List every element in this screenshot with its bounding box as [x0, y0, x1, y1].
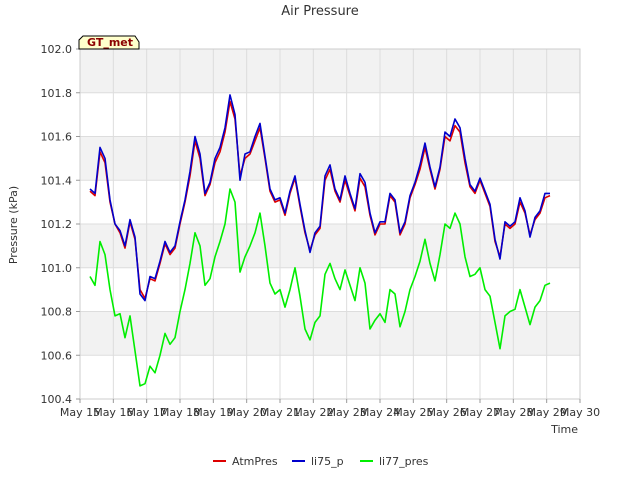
y-tick-label: 101.6 — [41, 131, 73, 144]
y-tick-label: 101.2 — [41, 218, 73, 231]
y-tick-label: 102.0 — [41, 43, 73, 56]
y-tick-label: 100.8 — [41, 306, 73, 319]
y-tick-label: 101.4 — [41, 174, 73, 187]
x-tick-label: May 19 — [193, 406, 233, 419]
legend-label-li77_pres: li77_pres — [379, 455, 429, 468]
plot-band — [80, 136, 580, 181]
y-tick-label: 101.0 — [41, 262, 73, 275]
y-tick-label: 100.6 — [41, 349, 73, 362]
x-tick-label: May 17 — [127, 406, 167, 419]
chart-title: Air Pressure — [281, 4, 359, 19]
series-line-li77_pres — [89, 188, 551, 387]
x-tick-label: May 29 — [527, 406, 567, 419]
y-tick-label: 101.8 — [41, 87, 73, 100]
plot-band — [80, 224, 580, 268]
badge-label: GT_met — [87, 36, 133, 49]
x-tick-label: May 25 — [393, 406, 433, 419]
x-tick-label: May 16 — [93, 406, 133, 419]
legend: AtmPres li75_p li77_pres — [213, 455, 429, 468]
x-tick-label: May 30 — [560, 406, 600, 419]
station-badge: GT_met — [78, 35, 140, 50]
x-tick-label: May 21 — [260, 406, 300, 419]
y-axis-ticks: 100.4 100.6 100.8 101.0 101.2 101.4 101.6 101.8… — [41, 43, 80, 406]
series-line-AtmPres — [89, 100, 551, 300]
x-tick-label: May 23 — [327, 406, 367, 419]
x-tick-label: May 26 — [427, 406, 467, 419]
x-tick-label: May 28 — [493, 406, 533, 419]
legend-label-li75_p: li75_p — [311, 455, 344, 468]
x-tick-label: May 18 — [160, 406, 200, 419]
x-tick-label: May 27 — [460, 406, 500, 419]
x-tick-label: May 24 — [360, 406, 400, 419]
series-lines — [89, 94, 551, 387]
x-tick-label: May 22 — [293, 406, 333, 419]
x-tick-label: May 15 — [60, 406, 100, 419]
badge-shape — [78, 35, 140, 50]
y-tick-label: 100.4 — [41, 393, 73, 406]
y-axis-label: Pressure (kPa) — [7, 186, 20, 264]
series-line-li75_p — [89, 94, 550, 302]
x-axis-label: Time — [550, 423, 578, 436]
plot-band — [80, 49, 580, 93]
legend-label-AtmPres: AtmPres — [232, 455, 278, 468]
x-tick-label: May 20 — [227, 406, 267, 419]
